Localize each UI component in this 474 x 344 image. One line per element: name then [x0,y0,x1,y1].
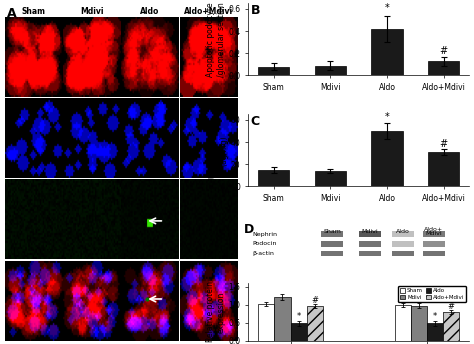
Bar [258,304,274,341]
Text: Podocin: Podocin [253,241,277,246]
Text: Aldo+: Aldo+ [424,227,444,232]
Bar [359,232,381,237]
Text: C: C [250,115,260,128]
Bar [359,241,381,247]
Bar [315,171,346,186]
Text: Aldo+Mdivi: Aldo+Mdivi [184,7,233,16]
Text: Aldo: Aldo [140,7,160,16]
Bar [274,297,291,341]
Text: Sham: Sham [21,7,46,16]
Y-axis label: Relative protein
expression: Relative protein expression [206,281,226,342]
Text: Aldo: Aldo [396,228,410,234]
Bar [258,170,289,186]
Bar [443,312,459,341]
Text: A: A [7,7,17,20]
Bar [258,67,289,75]
Bar [392,241,414,247]
Bar [423,251,445,256]
Text: Mdivi: Mdivi [362,228,378,234]
Text: Mdivi: Mdivi [80,7,103,16]
Text: Mdivi: Mdivi [426,230,442,236]
Bar [291,323,307,341]
Bar [392,251,414,256]
Legend: Sham, Mdivi, Aldo, Aldo+Mdivi: Sham, Mdivi, Aldo, Aldo+Mdivi [398,286,466,302]
Text: *: * [385,112,390,122]
Text: #: # [311,295,318,305]
Bar [427,323,443,341]
Y-axis label: Urinary Alb/Cr
(ug/mg): Urinary Alb/Cr (ug/mg) [209,123,228,178]
Bar [372,29,402,75]
Bar [411,305,427,341]
Text: #: # [447,302,455,311]
Text: #: # [439,46,448,56]
Text: *: * [385,3,390,13]
Bar [372,131,402,186]
Text: D: D [244,223,254,236]
Text: *: * [433,312,437,321]
Y-axis label: Apoptotic podocyte
/glomerular section: Apoptotic podocyte /glomerular section [206,2,226,77]
Bar [392,232,414,237]
Bar [395,305,411,341]
Bar [428,61,459,75]
Bar [423,241,445,247]
Bar [321,232,343,237]
Bar [359,251,381,256]
Text: *: * [297,312,301,321]
Bar [428,152,459,186]
Text: #: # [439,139,448,149]
Text: B: B [250,4,260,17]
Bar [423,232,445,237]
Bar [315,65,346,75]
Bar [321,241,343,247]
Text: Nephrin: Nephrin [253,232,278,237]
Bar [307,306,323,341]
Text: Sham: Sham [323,228,341,234]
Bar [321,251,343,256]
Text: β-actin: β-actin [253,251,274,256]
